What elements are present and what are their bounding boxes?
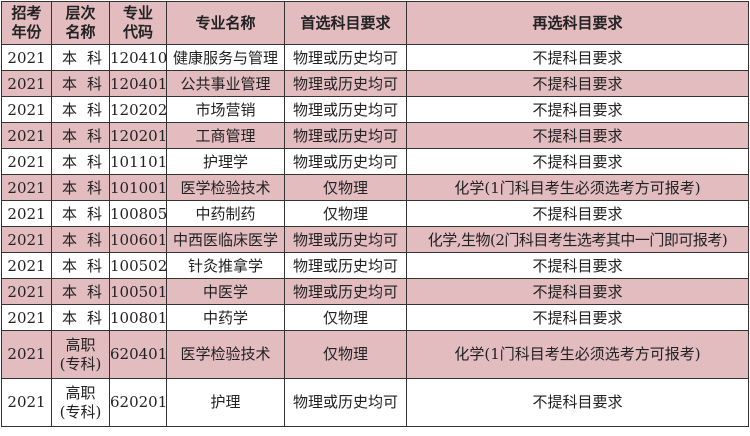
first-subject-cell: 物理或历史均可 bbox=[284, 44, 407, 71]
major-cell: 市场营销 bbox=[166, 96, 285, 123]
second-subject-cell: 不提科目要求 bbox=[406, 148, 749, 175]
major-cell: 医学检验技术 bbox=[166, 330, 285, 379]
year-cell: 2021 bbox=[1, 96, 52, 123]
first-subject-cell: 仅物理 bbox=[284, 330, 407, 379]
table-row: 2021 本科 100801 中药学 仅物理 不提科目要求 bbox=[1, 304, 749, 331]
header-major: 专业名称 bbox=[166, 1, 285, 45]
major-cell: 护理学 bbox=[166, 148, 285, 175]
code-cell: 101001 bbox=[109, 174, 167, 201]
level-cell: 本科 bbox=[51, 304, 110, 331]
year-cell: 2021 bbox=[1, 200, 52, 227]
first-subject-cell: 物理或历史均可 bbox=[284, 226, 407, 253]
year-cell: 2021 bbox=[1, 70, 52, 97]
first-subject-cell: 物理或历史均可 bbox=[284, 122, 407, 149]
major-cell: 医学检验技术 bbox=[166, 174, 285, 201]
first-subject-cell: 仅物理 bbox=[284, 174, 407, 201]
header-level: 层次 名称 bbox=[51, 1, 110, 45]
subject-requirements-table: 招考 年份 层次 名称 专业 代码 专业名称 首选科目要求 再选科目要求 2021 本科 12… bbox=[1, 1, 749, 427]
level-cell: 本科 bbox=[51, 70, 110, 97]
second-subject-cell: 不提科目要求 bbox=[406, 304, 749, 331]
first-subject-cell: 物理或历史均可 bbox=[284, 70, 407, 97]
year-cell: 2021 bbox=[1, 44, 52, 71]
second-subject-cell: 化学(1门科目考生必须选考方可报考) bbox=[406, 330, 749, 379]
second-subject-cell: 化学(1门科目考生必须选考方可报考) bbox=[406, 174, 749, 201]
table-row: 2021 本科 120401 公共事业管理 物理或历史均可 不提科目要求 bbox=[1, 70, 749, 97]
level-cell: 本科 bbox=[51, 252, 110, 279]
second-subject-cell: 化学,生物(2门科目考生选考其中一门即可报考) bbox=[406, 226, 749, 253]
first-subject-cell: 物理或历史均可 bbox=[284, 278, 407, 305]
code-cell: 120201 bbox=[109, 122, 167, 149]
first-subject-cell: 物理或历史均可 bbox=[284, 378, 407, 427]
code-cell: 101101 bbox=[109, 148, 167, 175]
second-subject-cell: 不提科目要求 bbox=[406, 96, 749, 123]
year-cell: 2021 bbox=[1, 148, 52, 175]
first-subject-cell: 仅物理 bbox=[284, 200, 407, 227]
table-row: 2021 本科 100502 针灸推拿学 物理或历史均可 不提科目要求 bbox=[1, 252, 749, 279]
table-row: 2021 本科 100601 中西医临床医学 物理或历史均可 化学,生物(2门科目考生选考… bbox=[1, 226, 749, 253]
year-cell: 2021 bbox=[1, 252, 52, 279]
major-cell: 中药学 bbox=[166, 304, 285, 331]
code-cell: 620201 bbox=[109, 378, 167, 427]
code-cell: 100801 bbox=[109, 304, 167, 331]
second-subject-cell: 不提科目要求 bbox=[406, 122, 749, 149]
second-subject-cell: 不提科目要求 bbox=[406, 70, 749, 97]
level-cell: 本科 bbox=[51, 122, 110, 149]
major-cell: 中医学 bbox=[166, 278, 285, 305]
code-cell: 120202 bbox=[109, 96, 167, 123]
second-subject-cell: 不提科目要求 bbox=[406, 200, 749, 227]
code-cell: 100501 bbox=[109, 278, 167, 305]
code-cell: 100502 bbox=[109, 252, 167, 279]
table-row: 2021 本科 120201 工商管理 物理或历史均可 不提科目要求 bbox=[1, 122, 749, 149]
table-row: 2021 本科 100501 中医学 物理或历史均可 不提科目要求 bbox=[1, 278, 749, 305]
header-year: 招考 年份 bbox=[1, 1, 52, 45]
major-cell: 公共事业管理 bbox=[166, 70, 285, 97]
year-cell: 2021 bbox=[1, 278, 52, 305]
year-cell: 2021 bbox=[1, 304, 52, 331]
second-subject-cell: 不提科目要求 bbox=[406, 252, 749, 279]
second-subject-cell: 不提科目要求 bbox=[406, 44, 749, 71]
code-cell: 120410 bbox=[109, 44, 167, 71]
level-cell: 本科 bbox=[51, 44, 110, 71]
table-row: 2021 本科 120202 市场营销 物理或历史均可 不提科目要求 bbox=[1, 96, 749, 123]
header-second-subject: 再选科目要求 bbox=[406, 1, 749, 45]
code-cell: 100805 bbox=[109, 200, 167, 227]
major-cell: 护理 bbox=[166, 378, 285, 427]
second-subject-cell: 不提科目要求 bbox=[406, 378, 749, 427]
level-cell: 本科 bbox=[51, 200, 110, 227]
first-subject-cell: 物理或历史均可 bbox=[284, 96, 407, 123]
level-cell: 本科 bbox=[51, 174, 110, 201]
table-row: 2021 本科 101001 医学检验技术 仅物理 化学(1门科目考生必须选考方可报考) bbox=[1, 174, 749, 201]
code-cell: 620401 bbox=[109, 330, 167, 379]
second-subject-cell: 不提科目要求 bbox=[406, 278, 749, 305]
first-subject-cell: 物理或历史均可 bbox=[284, 148, 407, 175]
level-cell: 本科 bbox=[51, 226, 110, 253]
major-cell: 针灸推拿学 bbox=[166, 252, 285, 279]
major-cell: 中西医临床医学 bbox=[166, 226, 285, 253]
table-row: 2021 高职 (专科) 620201 护理 物理或历史均可 不提科目要求 bbox=[1, 378, 749, 427]
level-cell: 本科 bbox=[51, 278, 110, 305]
level-cell: 高职 (专科) bbox=[51, 378, 110, 427]
year-cell: 2021 bbox=[1, 378, 52, 427]
table-row: 2021 高职 (专科) 620401 医学检验技术 仅物理 化学(1门科目考生必须选考方… bbox=[1, 330, 749, 379]
header-first-subject: 首选科目要求 bbox=[284, 1, 407, 45]
header-row: 招考 年份 层次 名称 专业 代码 专业名称 首选科目要求 再选科目要求 bbox=[1, 1, 749, 45]
major-cell: 中药制药 bbox=[166, 200, 285, 227]
code-cell: 120401 bbox=[109, 70, 167, 97]
major-cell: 健康服务与管理 bbox=[166, 44, 285, 71]
year-cell: 2021 bbox=[1, 174, 52, 201]
table-row: 2021 本科 120410 健康服务与管理 物理或历史均可 不提科目要求 bbox=[1, 44, 749, 71]
header-code: 专业 代码 bbox=[109, 1, 167, 45]
first-subject-cell: 仅物理 bbox=[284, 304, 407, 331]
level-cell: 本科 bbox=[51, 148, 110, 175]
year-cell: 2021 bbox=[1, 226, 52, 253]
level-cell: 高职 (专科) bbox=[51, 330, 110, 379]
table-row: 2021 本科 100805 中药制药 仅物理 不提科目要求 bbox=[1, 200, 749, 227]
major-cell: 工商管理 bbox=[166, 122, 285, 149]
year-cell: 2021 bbox=[1, 122, 52, 149]
first-subject-cell: 物理或历史均可 bbox=[284, 252, 407, 279]
level-cell: 本科 bbox=[51, 96, 110, 123]
table-row: 2021 本科 101101 护理学 物理或历史均可 不提科目要求 bbox=[1, 148, 749, 175]
code-cell: 100601 bbox=[109, 226, 167, 253]
year-cell: 2021 bbox=[1, 330, 52, 379]
